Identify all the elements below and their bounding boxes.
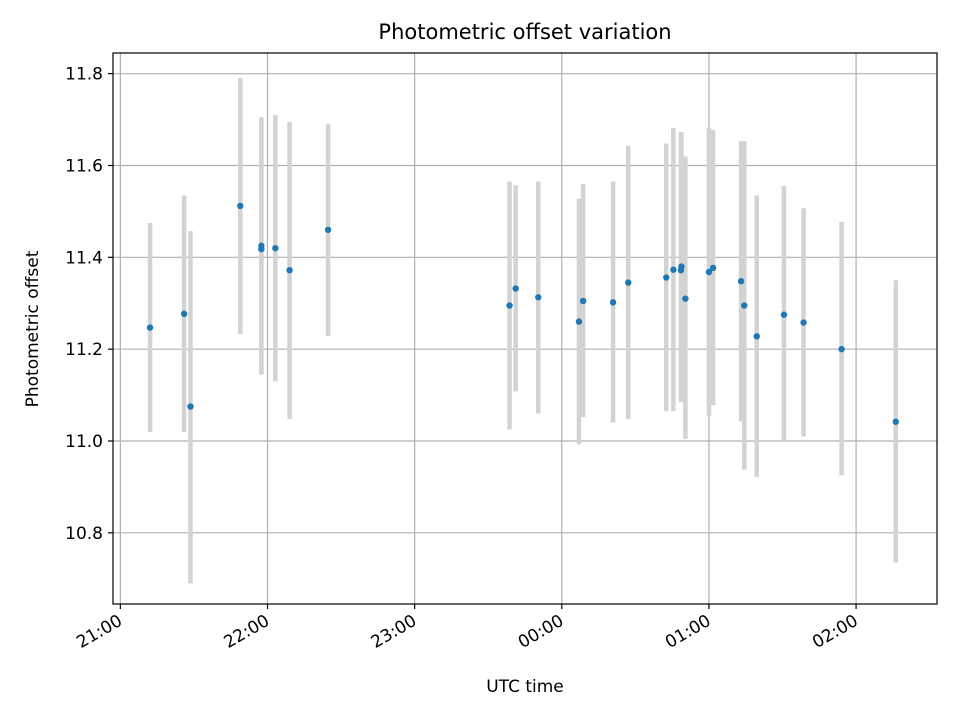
y-axis-label: Photometric offset <box>23 250 43 407</box>
data-point <box>737 278 745 285</box>
data-point <box>180 310 188 318</box>
data-point <box>838 345 845 353</box>
y-tick-label: 11.0 <box>65 432 103 452</box>
data-point <box>678 263 685 270</box>
data-point <box>709 264 717 272</box>
data-point <box>625 279 632 286</box>
data-point <box>609 299 617 306</box>
data-point <box>146 324 154 331</box>
data-point <box>682 295 689 302</box>
plot-area <box>113 53 937 604</box>
data-points <box>146 202 899 425</box>
data-point <box>187 403 194 410</box>
chart-title: Photometric offset variation <box>378 20 671 44</box>
y-tick-label: 10.8 <box>65 524 103 544</box>
data-point <box>512 285 519 292</box>
data-point <box>237 202 244 210</box>
data-point <box>892 418 899 425</box>
y-tick-label: 11.6 <box>65 156 103 176</box>
plot-frame <box>112 52 938 605</box>
y-tick-label: 11.4 <box>65 248 103 268</box>
data-point <box>579 297 587 305</box>
x-axis-label: UTC time <box>486 677 564 697</box>
data-point <box>286 266 293 274</box>
data-point <box>663 274 670 281</box>
data-point <box>780 311 788 318</box>
data-point <box>753 333 760 340</box>
data-point <box>800 319 807 326</box>
y-tick-label: 11.8 <box>65 65 103 85</box>
data-point <box>741 302 748 309</box>
data-point <box>670 266 677 273</box>
data-point <box>535 294 542 301</box>
y-axis-ticks: 10.8 11.0 11.2 11.4 11.6 11.8 <box>65 65 113 544</box>
data-point <box>506 302 513 309</box>
data-point <box>575 318 583 325</box>
y-tick-label: 11.2 <box>65 340 103 360</box>
data-point <box>258 245 265 253</box>
data-point <box>324 226 332 233</box>
data-point <box>705 268 713 276</box>
data-point <box>272 244 279 252</box>
grid-lines <box>113 53 937 604</box>
